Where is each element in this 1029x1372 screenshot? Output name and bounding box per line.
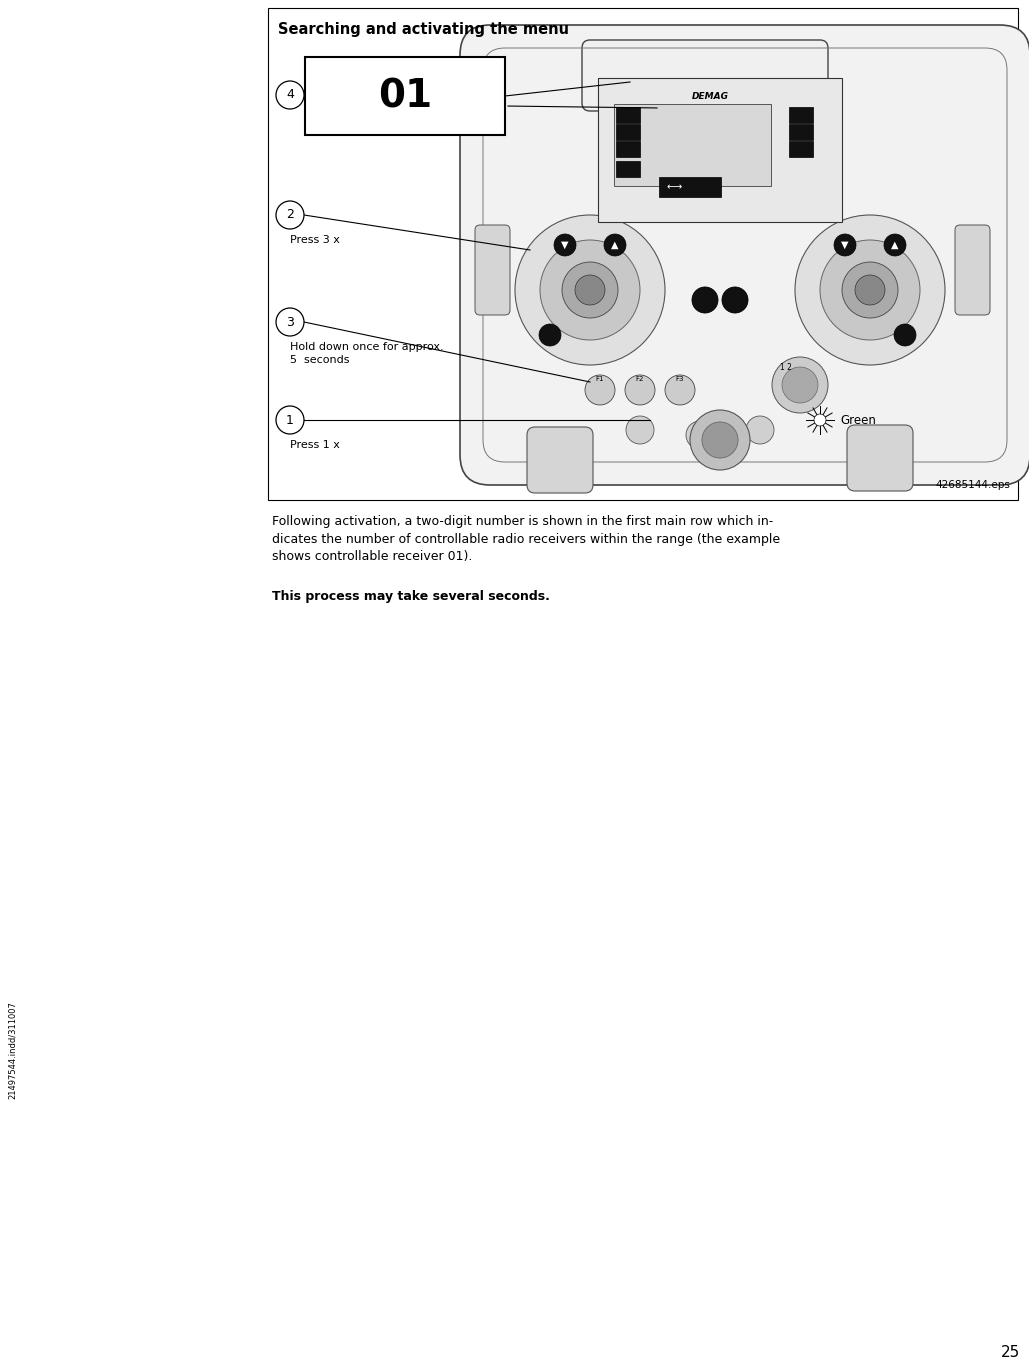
Text: Searching and activating the menu: Searching and activating the menu [278,22,569,37]
Circle shape [554,235,576,257]
Circle shape [562,262,618,318]
Text: Press 1 x: Press 1 x [290,440,340,450]
Circle shape [540,240,640,340]
FancyBboxPatch shape [847,425,913,491]
FancyBboxPatch shape [598,78,842,222]
Circle shape [690,410,750,471]
Circle shape [276,202,304,229]
Text: This process may take several seconds.: This process may take several seconds. [272,590,549,604]
Text: 25: 25 [1001,1345,1020,1360]
FancyBboxPatch shape [475,225,510,316]
Bar [268,8,1018,499]
Text: ▲: ▲ [891,240,898,250]
Circle shape [276,81,304,108]
Circle shape [514,215,665,365]
FancyBboxPatch shape [614,104,771,187]
Circle shape [691,287,718,313]
FancyBboxPatch shape [789,107,813,123]
FancyBboxPatch shape [616,161,640,177]
Circle shape [894,324,916,346]
FancyBboxPatch shape [527,427,593,493]
Text: ▲: ▲ [611,240,618,250]
Text: 42685144.eps: 42685144.eps [935,480,1010,490]
Text: 01: 01 [378,77,432,115]
Text: DEMAG: DEMAG [691,92,729,102]
Circle shape [820,240,920,340]
Circle shape [855,274,885,305]
Circle shape [842,262,898,318]
Circle shape [625,375,655,405]
Circle shape [795,215,945,365]
Circle shape [782,366,818,403]
FancyBboxPatch shape [955,225,990,316]
Circle shape [686,421,714,449]
FancyBboxPatch shape [789,141,813,156]
Text: F2: F2 [636,376,644,381]
Text: 1 2: 1 2 [780,364,792,372]
Circle shape [833,235,856,257]
Circle shape [276,307,304,336]
Circle shape [702,423,738,458]
FancyBboxPatch shape [616,107,640,123]
Text: F3: F3 [676,376,684,381]
Circle shape [746,416,774,445]
Text: 1: 1 [286,413,294,427]
Text: ←→: ←→ [667,182,683,192]
Text: ▼: ▼ [842,240,849,250]
Bar [305,58,505,134]
Text: 2: 2 [286,209,294,221]
Circle shape [626,416,654,445]
Circle shape [604,235,626,257]
Text: ▼: ▼ [561,240,569,250]
Circle shape [665,375,695,405]
Circle shape [722,287,748,313]
Circle shape [814,414,826,425]
Circle shape [276,406,304,434]
Circle shape [772,357,828,413]
FancyBboxPatch shape [659,177,721,198]
Circle shape [586,375,615,405]
Text: Following activation, a two-digit number is shown in the first main row which in: Following activation, a two-digit number… [272,514,780,563]
Text: Press 3 x: Press 3 x [290,235,340,246]
FancyBboxPatch shape [616,141,640,156]
FancyBboxPatch shape [582,40,828,111]
Circle shape [575,274,605,305]
Text: 3: 3 [286,316,294,328]
Circle shape [884,235,906,257]
Text: F1: F1 [596,376,604,381]
FancyBboxPatch shape [789,123,813,140]
Text: Green: Green [840,413,876,427]
FancyBboxPatch shape [616,123,640,140]
Text: 21497544.indd/311007: 21497544.indd/311007 [7,1002,16,1099]
FancyBboxPatch shape [460,25,1029,484]
Text: Hold down once for approx.
5  seconds: Hold down once for approx. 5 seconds [290,342,443,365]
Text: 4: 4 [286,89,294,102]
Circle shape [539,324,561,346]
